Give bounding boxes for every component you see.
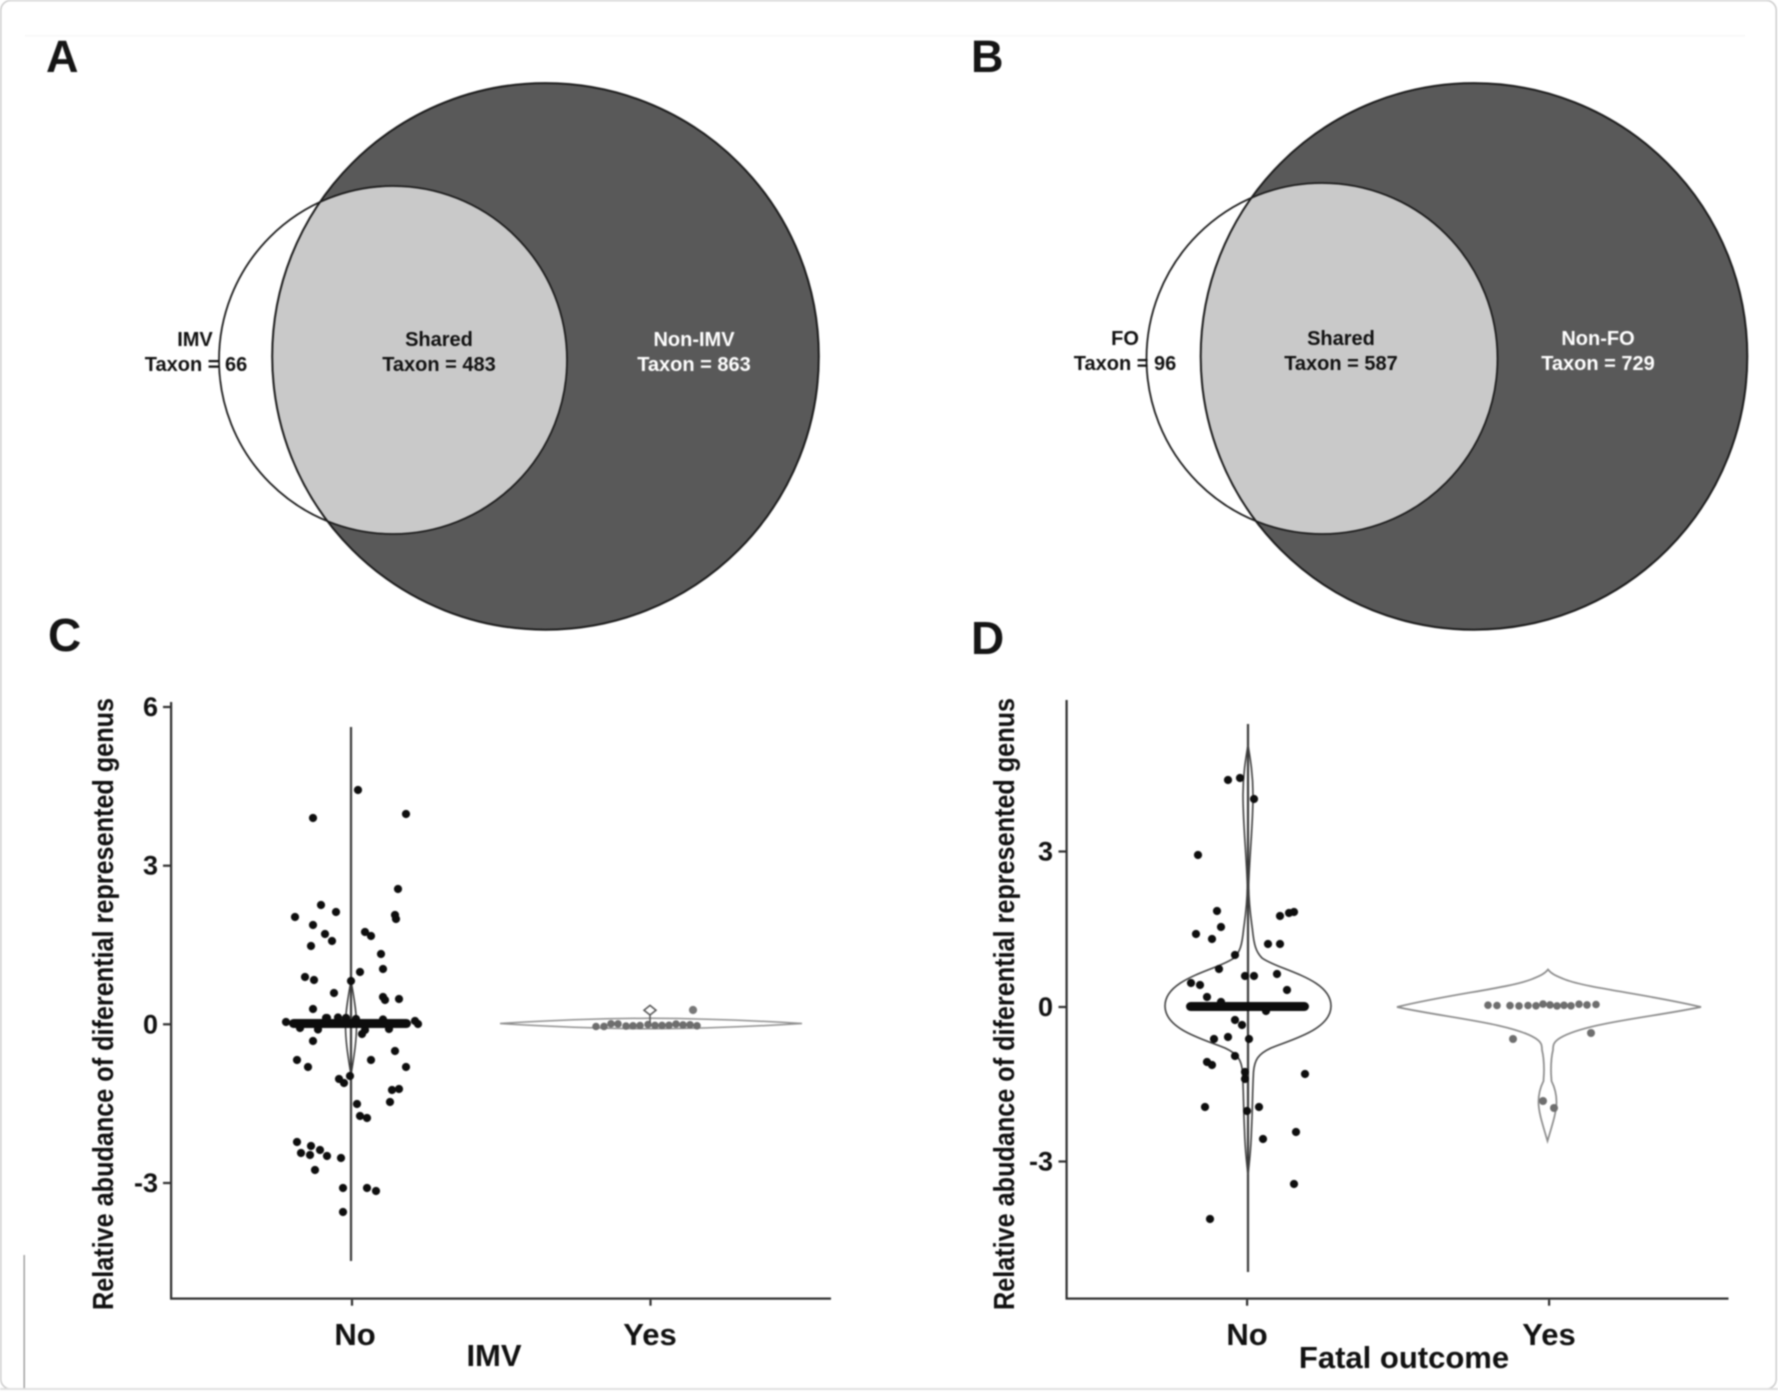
svg-text:No: No — [334, 1317, 375, 1352]
svg-text:D: D — [971, 612, 1004, 664]
svg-text:6: 6 — [143, 692, 158, 722]
svg-text:IMV: IMV — [466, 1338, 521, 1373]
svg-text:A: A — [46, 31, 79, 82]
svg-text:0: 0 — [143, 1009, 158, 1039]
svg-text:Shared: Shared — [1307, 328, 1375, 350]
svg-text:Taxon = 66: Taxon = 66 — [145, 354, 247, 376]
svg-text:0: 0 — [1038, 992, 1053, 1022]
svg-text:-3: -3 — [134, 1168, 158, 1198]
svg-text:Relative abudance of diferenti: Relative abudance of diferential represe… — [989, 698, 1021, 1310]
svg-text:FO: FO — [1111, 328, 1139, 350]
svg-text:3: 3 — [1038, 837, 1053, 867]
svg-text:Taxon = 729: Taxon = 729 — [1541, 353, 1655, 375]
svg-text:IMV: IMV — [177, 329, 213, 351]
svg-text:Taxon = 863: Taxon = 863 — [637, 354, 751, 376]
svg-text:3: 3 — [143, 851, 158, 881]
svg-text:Shared: Shared — [405, 329, 473, 351]
svg-text:B: B — [971, 31, 1004, 82]
svg-text:Taxon = 483: Taxon = 483 — [382, 354, 496, 376]
svg-text:Relative abudance of diferenti: Relative abudance of diferential represe… — [88, 698, 120, 1310]
svg-text:-3: -3 — [1029, 1147, 1053, 1177]
svg-text:C: C — [48, 609, 81, 661]
svg-text:Non-IMV: Non-IMV — [653, 329, 735, 351]
svg-text:Taxon = 96: Taxon = 96 — [1074, 353, 1176, 375]
svg-text:Non-FO: Non-FO — [1561, 328, 1634, 350]
svg-text:No: No — [1226, 1317, 1267, 1352]
svg-text:Fatal outcome: Fatal outcome — [1299, 1340, 1509, 1375]
svg-text:Yes: Yes — [623, 1317, 676, 1352]
svg-text:Yes: Yes — [1522, 1317, 1575, 1352]
svg-text:Taxon = 587: Taxon = 587 — [1284, 353, 1398, 375]
